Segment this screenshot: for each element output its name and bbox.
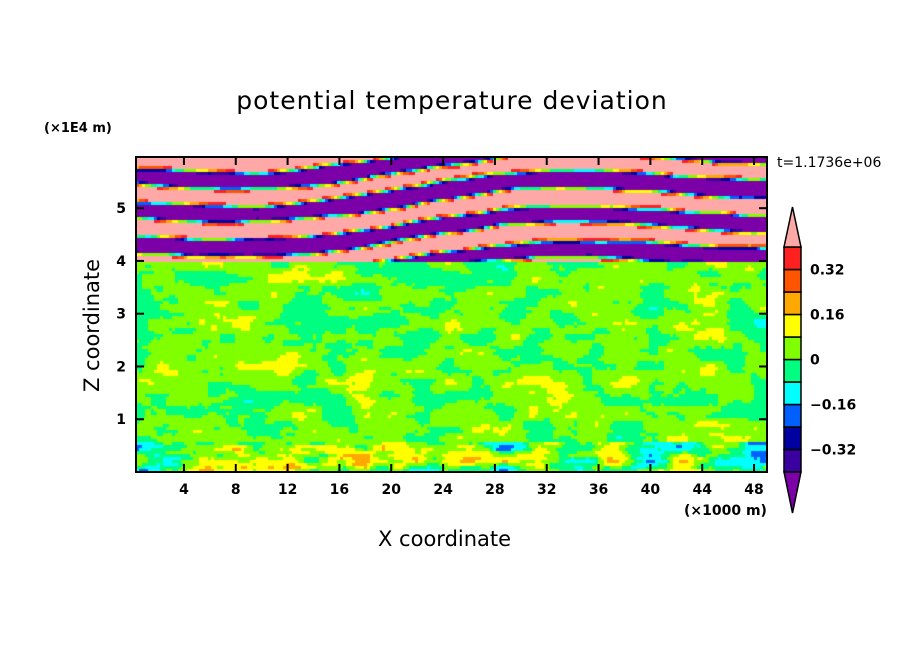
- x-unit-label: (×1000 m): [684, 503, 767, 519]
- colorbar-label: 0: [810, 353, 820, 369]
- colorbar-segment: [783, 381, 802, 406]
- x-tick-label: 4: [179, 482, 189, 498]
- contour-field: [136, 157, 767, 472]
- x-tick-label: 16: [330, 482, 349, 498]
- x-tick-label: 36: [589, 482, 608, 498]
- colorbar-segment: [783, 358, 802, 383]
- colorbar-segment: [783, 246, 802, 271]
- colorbar-label: −0.16: [810, 398, 856, 414]
- x-tick-label: 28: [485, 482, 504, 498]
- x-tick-label: 32: [537, 482, 556, 498]
- colorbar-segment: [783, 403, 802, 428]
- x-tick-label: 20: [382, 482, 402, 498]
- x-tick-label: 24: [433, 482, 453, 498]
- x-tick-label: 8: [231, 482, 241, 498]
- y-tick-label: 1: [116, 412, 126, 428]
- x-tick-label: 48: [744, 482, 763, 498]
- colorbar-extend-top: [783, 206, 802, 248]
- x-tick-label: 44: [692, 482, 712, 498]
- colorbar-label: 0.16: [810, 308, 845, 324]
- y-tick-label: 3: [116, 307, 126, 323]
- colorbar-segment: [783, 448, 802, 473]
- colorbar-segment: [783, 313, 802, 338]
- colorbar-label: 0.32: [810, 263, 845, 279]
- x-axis-label: X coordinate: [378, 527, 512, 551]
- chart-title: potential temperature deviation: [236, 86, 668, 115]
- plot-frame: [135, 156, 768, 473]
- colorbar-label: −0.32: [810, 443, 856, 459]
- y-tick-label: 2: [116, 359, 126, 375]
- colorbar-segment: [783, 426, 802, 451]
- y-tick-label: 4: [116, 254, 126, 270]
- colorbar-segment: [783, 336, 802, 361]
- colorbar-segment: [783, 291, 802, 316]
- y-tick-label: 5: [116, 201, 126, 217]
- y-unit-label: (×1E4 m): [44, 121, 112, 136]
- x-tick-label: 12: [278, 482, 297, 498]
- colorbar-extend-bottom: [783, 471, 802, 514]
- colorbar-segment: [783, 268, 802, 293]
- time-label: t=1.1736e+06: [777, 155, 882, 171]
- x-tick-label: 40: [641, 482, 661, 498]
